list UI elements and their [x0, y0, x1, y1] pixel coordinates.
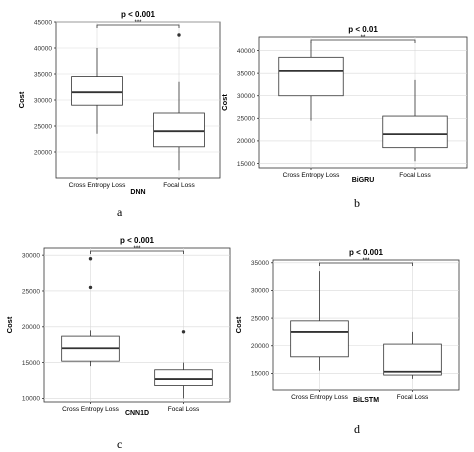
box-iqr [71, 76, 123, 106]
y-tick-label: 20000 [34, 149, 52, 156]
x-tick-label: Focal Loss [399, 172, 431, 179]
boxplot-chart-c: 10000 15000 20000 25000 30000 Cross Entropy L… [5, 236, 231, 417]
model-label: DNN [130, 189, 145, 196]
y-tick-label: 40000 [237, 48, 255, 55]
significance-stars: ** [361, 35, 366, 41]
significance-bracket [90, 250, 184, 254]
box-iqr [383, 343, 442, 376]
y-tick-label: 35000 [251, 260, 269, 267]
box-iqr [278, 56, 344, 97]
boxplot-chart-d: 15000 20000 25000 30000 35000 Cross Entropy L… [234, 248, 460, 404]
panel-letter-d: d [354, 422, 360, 436]
outlier-point [181, 330, 186, 334]
box-iqr [153, 112, 205, 148]
p-value-title: p < 0.001 [120, 236, 155, 245]
p-value-title: p < 0.001 [349, 248, 384, 257]
y-tick-label: 30000 [22, 252, 40, 259]
y-tick-label: 25000 [251, 315, 269, 322]
chart-panel-a: 20000 25000 30000 35000 40000 45000 Cross Entr… [0, 0, 237, 205]
panel-letter-c: c [117, 437, 123, 451]
significance-stars: *** [362, 258, 370, 264]
y-tick-label: 30000 [34, 97, 52, 104]
outlier-point [88, 285, 93, 290]
x-tick-label: Cross Entropy Loss [69, 182, 126, 189]
y-axis-label: Cost [17, 91, 26, 108]
x-tick-label: Focal Loss [163, 182, 195, 189]
boxplot-chart-a: 20000 25000 30000 35000 40000 45000 Cross Entr… [17, 10, 221, 196]
y-tick-label: 20000 [251, 343, 269, 350]
x-tick-label: Cross Entropy Loss [283, 172, 340, 179]
box-iqr [290, 320, 349, 358]
p-value-title: p < 0.001 [121, 10, 156, 19]
y-tick-label: 15000 [22, 360, 40, 367]
panel-letter-a: a [117, 205, 123, 219]
outlier-point [88, 257, 93, 261]
y-tick-label: 10000 [22, 396, 40, 403]
y-axis-label: Cost [5, 316, 14, 333]
y-tick-label: 15000 [237, 161, 255, 168]
y-tick-label: 45000 [34, 19, 52, 26]
y-tick-label: 30000 [251, 288, 269, 295]
model-label: CNN1D [125, 410, 149, 417]
plot-area [258, 36, 468, 169]
significance-stars: *** [134, 20, 142, 26]
model-label: BiLSTM [353, 397, 379, 404]
outlier-point [177, 33, 181, 37]
y-tick-label: 35000 [34, 71, 52, 78]
y-tick-label: 15000 [251, 371, 269, 378]
chart-panel-d: 15000 20000 25000 30000 35000 Cross Entropy L… [234, 230, 474, 435]
y-tick-label: 25000 [22, 288, 40, 295]
y-tick-label: 25000 [34, 123, 52, 130]
y-tick-label: 40000 [34, 45, 52, 52]
significance-bracket [96, 24, 180, 28]
significance-bracket [310, 39, 416, 43]
x-tick-label: Focal Loss [168, 406, 200, 413]
p-value-title: p < 0.01 [348, 25, 378, 34]
y-tick-label: 35000 [237, 70, 255, 77]
y-tick-label: 30000 [237, 93, 255, 100]
y-axis-label: Cost [220, 94, 229, 111]
chart-panel-c: 10000 15000 20000 25000 30000 Cross Entropy L… [0, 230, 237, 435]
x-tick-label: Cross Entropy Loss [291, 394, 348, 401]
y-tick-label: 25000 [237, 116, 255, 123]
y-tick-label: 20000 [237, 138, 255, 145]
x-tick-label: Focal Loss [397, 394, 429, 401]
significance-bracket [319, 262, 413, 266]
box-iqr [382, 115, 448, 149]
model-label: BiGRU [352, 177, 375, 184]
x-tick-label: Cross Entropy Loss [62, 406, 119, 413]
significance-stars: *** [133, 246, 141, 252]
y-tick-label: 20000 [22, 324, 40, 331]
box-iqr [154, 369, 213, 386]
panel-letter-b: b [354, 196, 360, 210]
y-axis-label: Cost [234, 316, 243, 333]
chart-panel-b: 15000 20000 25000 30000 35000 40000 Cross Entr… [220, 0, 474, 205]
boxplot-chart-b: 15000 20000 25000 30000 35000 40000 Cross Entr… [220, 25, 468, 184]
